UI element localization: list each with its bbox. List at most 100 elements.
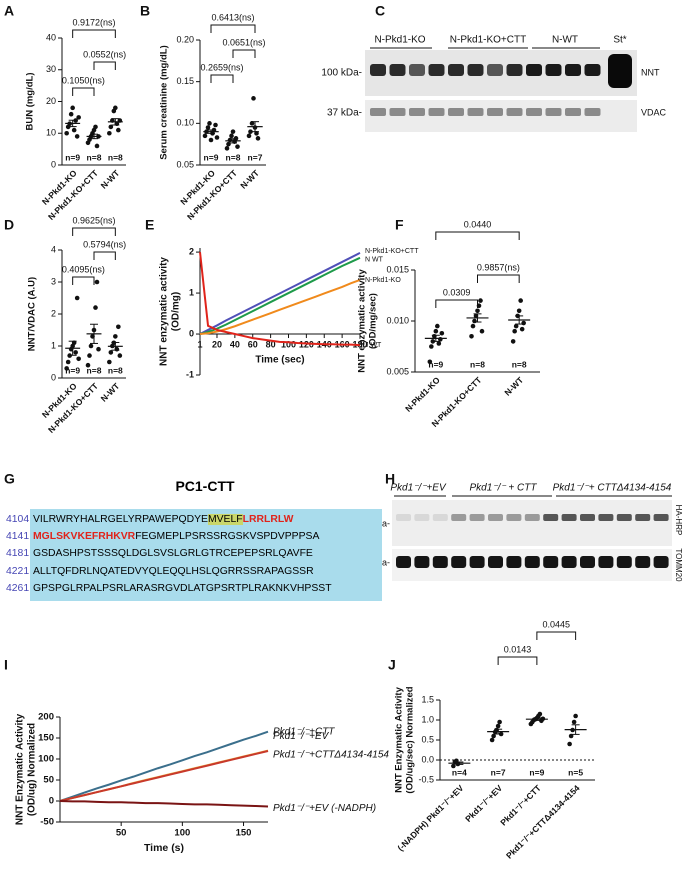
data-point: [429, 344, 434, 349]
series-line: [199, 251, 361, 347]
blot-band: [565, 108, 581, 116]
blot-band: [389, 64, 406, 76]
n-label: n=7: [491, 767, 506, 777]
data-point: [108, 124, 114, 130]
x-tick-label: 80: [266, 339, 276, 349]
series-line: [199, 279, 361, 336]
data-point: [436, 341, 442, 346]
protein-label: VDAC: [641, 107, 667, 117]
blot-band: [432, 556, 448, 568]
data-point: [433, 328, 439, 334]
x-tick-label: 150: [236, 828, 252, 839]
panel-label: F: [395, 217, 404, 233]
y-tick-label: 0: [49, 796, 54, 807]
y-tick-label: 0.0: [421, 754, 434, 764]
blot-band: [565, 64, 581, 76]
blot-band: [506, 108, 523, 116]
significance-bracket: [93, 61, 116, 70]
p-value-label: 0.2659(ns): [200, 62, 243, 72]
panel-label: B: [140, 3, 150, 19]
size-marker: 100 kDa-: [321, 68, 362, 79]
n-label: n=9: [529, 767, 544, 777]
sequence-panel: PC1-CTT 4104 VILRWRYHALRGELYRPAWEPQDYEMVE…: [0, 476, 382, 606]
residue-number: 4181: [6, 548, 30, 560]
x-tick-label: N-WT: [99, 380, 122, 403]
protein-label: TOMM20: [674, 548, 683, 582]
data-point: [489, 737, 495, 743]
p-value-label: 0.1050(ns): [62, 75, 105, 85]
blot-band: [414, 556, 430, 568]
blot-band: [584, 108, 601, 116]
data-point: [76, 356, 81, 362]
blot-band: [448, 108, 464, 116]
data-point: [94, 143, 100, 149]
y-axis-label: (OD/mg): [171, 292, 182, 331]
y-axis-label: (OD/mg/sec): [368, 293, 379, 349]
y-tick-label: 30: [46, 64, 56, 74]
data-point: [510, 339, 516, 344]
y-tick-label: 0.5: [421, 734, 434, 744]
p-value-label: 0.9625(ns): [72, 215, 115, 225]
y-tick-label: 0.005: [386, 366, 409, 376]
significance-bracket: [497, 656, 538, 665]
blot-band: [506, 64, 523, 76]
y-tick-label: 0.15: [176, 76, 194, 86]
significance-bracket: [72, 87, 95, 96]
series-label: N-Pkd1-KO: [365, 277, 401, 284]
residue-number: 4261: [6, 582, 30, 594]
significance-bracket: [435, 299, 478, 308]
blot-band: [414, 514, 430, 521]
blot-band: [561, 556, 577, 568]
blot-band: [616, 556, 632, 568]
y-tick-label: 200: [38, 712, 54, 723]
blot-band: [635, 556, 651, 568]
blot-band: [598, 556, 614, 568]
data-point: [93, 124, 98, 130]
data-point: [469, 334, 474, 339]
x-tick-label: 50: [116, 828, 127, 839]
data-point: [235, 144, 240, 149]
p-value-label: 0.0143: [504, 644, 532, 654]
y-tick-label: 1.5: [421, 694, 434, 704]
western-blot-c: N-Pkd1-KO N-Pkd1-KO+CTT N-WT St* 100 kDa- NNT…: [321, 35, 667, 132]
data-point: [497, 719, 502, 725]
y-tick-label: -50: [40, 817, 54, 828]
x-tick-label: Pkd1⁻/⁻+CTTΔ4134-4154: [504, 783, 582, 861]
data-point: [246, 133, 252, 139]
data-point: [470, 323, 476, 329]
x-axis-label: Time (sec): [255, 355, 304, 366]
y-tick-label: 0: [51, 159, 56, 169]
x-axis-label: Time (s): [144, 842, 184, 854]
size-marker: 37 kDa-: [327, 108, 362, 119]
significance-bracket: [477, 274, 520, 283]
x-tick-label: N-WT: [238, 167, 261, 190]
blot-band: [526, 108, 542, 116]
p-value-label: 0.0309: [443, 287, 471, 297]
data-point: [478, 298, 483, 303]
blot-band: [467, 64, 484, 76]
blot-band: [580, 556, 595, 568]
blot-band: [608, 54, 632, 88]
data-point: [537, 711, 543, 717]
blot-band: [428, 64, 445, 76]
n-label: n=8: [87, 152, 102, 162]
x-tick-label: 20: [212, 339, 222, 349]
residue-number: 4221: [6, 565, 30, 577]
y-tick-label: 0.015: [386, 264, 409, 274]
x-tick-label: Pkd1⁻/⁻+EV: [463, 783, 504, 824]
significance-bracket: [435, 231, 520, 240]
blot-band: [598, 514, 614, 521]
y-axis-label: Serum creatinine (mg/dL): [159, 45, 170, 160]
data-point: [513, 323, 519, 329]
panel-label: J: [388, 657, 396, 673]
y-tick-label: 40: [46, 32, 56, 42]
y-tick-label: -0.5: [418, 774, 434, 784]
data-point: [87, 353, 92, 358]
blot-band: [432, 514, 448, 521]
x-tick-label: 60: [248, 339, 258, 349]
blot-band: [469, 514, 485, 521]
data-point: [479, 328, 485, 334]
n-label: n=5: [568, 767, 583, 777]
x-tick-label: N-WT: [502, 374, 525, 397]
